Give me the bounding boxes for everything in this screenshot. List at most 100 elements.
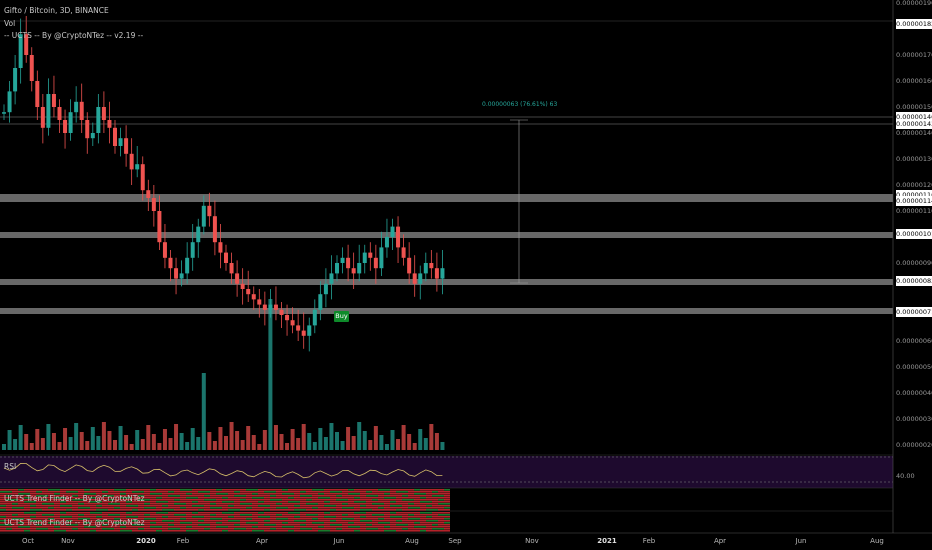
trend-cell xyxy=(414,526,420,528)
trend-cell xyxy=(408,520,414,522)
trend-finder-label-1[interactable]: UCTS Trend Finder -- By @CryptoNTez xyxy=(4,494,145,503)
volume-bar xyxy=(273,425,278,450)
trend-cell xyxy=(414,509,420,511)
trend-cell xyxy=(96,528,102,530)
trend-cell xyxy=(162,503,168,505)
trend-cell xyxy=(324,497,330,499)
trend-cell xyxy=(192,503,198,505)
trend-cell xyxy=(36,512,42,514)
trend-cell xyxy=(42,497,48,499)
trend-cell xyxy=(408,509,414,511)
trend-cell xyxy=(252,526,258,528)
trend-cell xyxy=(138,489,144,491)
ucts-legend[interactable]: -- UCTS -- By @CryptoNTez -- v2.19 -- xyxy=(4,31,144,40)
trend-cell xyxy=(270,526,276,528)
trend-cell xyxy=(198,489,204,491)
trend-cell xyxy=(66,491,72,493)
trend-cell xyxy=(6,509,12,511)
trend-cell xyxy=(162,507,168,509)
trend-cell xyxy=(438,491,444,493)
trend-cell xyxy=(444,524,450,526)
trend-cell xyxy=(54,530,60,532)
trend-cell xyxy=(330,493,336,495)
trend-cell xyxy=(336,499,342,501)
trend-cell xyxy=(6,501,12,503)
trend-cell xyxy=(222,528,228,530)
price-zone xyxy=(0,308,893,314)
trend-cell xyxy=(318,518,324,520)
trend-cell xyxy=(276,499,282,501)
trend-cell xyxy=(48,524,54,526)
trend-cell xyxy=(150,528,156,530)
trend-cell xyxy=(120,503,126,505)
trend-cell xyxy=(252,495,258,497)
trend-cell xyxy=(36,501,42,503)
trend-cell xyxy=(150,495,156,497)
trend-cell xyxy=(24,491,30,493)
trend-cell xyxy=(168,495,174,497)
candle-body xyxy=(57,107,62,120)
trend-cell xyxy=(96,522,102,524)
trend-cell xyxy=(354,505,360,507)
candle-body xyxy=(346,257,351,269)
trend-cell xyxy=(312,512,318,514)
trend-cell xyxy=(102,524,108,526)
trend-cell xyxy=(18,528,24,530)
trend-cell xyxy=(378,501,384,503)
trend-cell xyxy=(6,497,12,499)
trend-cell xyxy=(264,493,270,495)
trend-cell xyxy=(78,518,84,520)
trend-cell xyxy=(372,516,378,518)
volume-bar xyxy=(346,427,351,450)
trend-cell xyxy=(150,520,156,522)
trend-cell xyxy=(138,491,144,493)
trend-cell xyxy=(414,499,420,501)
trend-cell xyxy=(48,530,54,532)
measure-label: 0.00000063 (76.61%) 63 xyxy=(482,101,558,108)
volume-legend[interactable]: Vol xyxy=(4,19,16,28)
trend-cell xyxy=(54,505,60,507)
trend-cell xyxy=(234,516,240,518)
measure-tool[interactable] xyxy=(510,119,528,284)
trend-cell xyxy=(216,499,222,501)
price-tick-label: 0.00000040 xyxy=(896,389,932,397)
trend-cell xyxy=(30,495,36,497)
trend-cell xyxy=(96,503,102,505)
trend-cell xyxy=(438,493,444,495)
trend-cell xyxy=(270,501,276,503)
symbol-title[interactable]: Gifto / Bitcoin, 3D, BINANCE xyxy=(4,6,109,15)
trend-cell xyxy=(6,524,12,526)
trend-cell xyxy=(138,524,144,526)
trend-cell xyxy=(294,528,300,530)
trend-cell xyxy=(0,516,6,518)
trend-cell xyxy=(438,526,444,528)
trend-cell xyxy=(324,505,330,507)
trend-cell xyxy=(420,526,426,528)
trend-cell xyxy=(348,495,354,497)
trend-cell xyxy=(390,516,396,518)
trend-cell xyxy=(114,507,120,509)
price-tick-label: 0.00000060 xyxy=(896,337,932,345)
trend-cell xyxy=(156,493,162,495)
trend-cell xyxy=(120,507,126,509)
trend-cell xyxy=(342,489,348,491)
trend-cell xyxy=(108,522,114,524)
trend-cell xyxy=(12,514,18,516)
trend-cell xyxy=(60,495,66,497)
trend-finder-label-2[interactable]: UCTS Trend Finder -- By @CryptoNTez xyxy=(4,518,145,527)
trend-cell xyxy=(126,509,132,511)
trend-cell xyxy=(102,530,108,532)
volume-bar xyxy=(68,437,73,450)
trend-cell xyxy=(90,524,96,526)
trend-cell xyxy=(36,514,42,516)
trend-cell xyxy=(186,509,192,511)
trend-cell xyxy=(84,520,90,522)
trend-cell xyxy=(12,522,18,524)
trend-cell xyxy=(60,520,66,522)
trend-cell xyxy=(66,518,72,520)
volume-bar xyxy=(268,299,273,450)
trend-cell xyxy=(54,516,60,518)
rsi-label[interactable]: RSI xyxy=(4,462,17,471)
trend-cell xyxy=(222,520,228,522)
